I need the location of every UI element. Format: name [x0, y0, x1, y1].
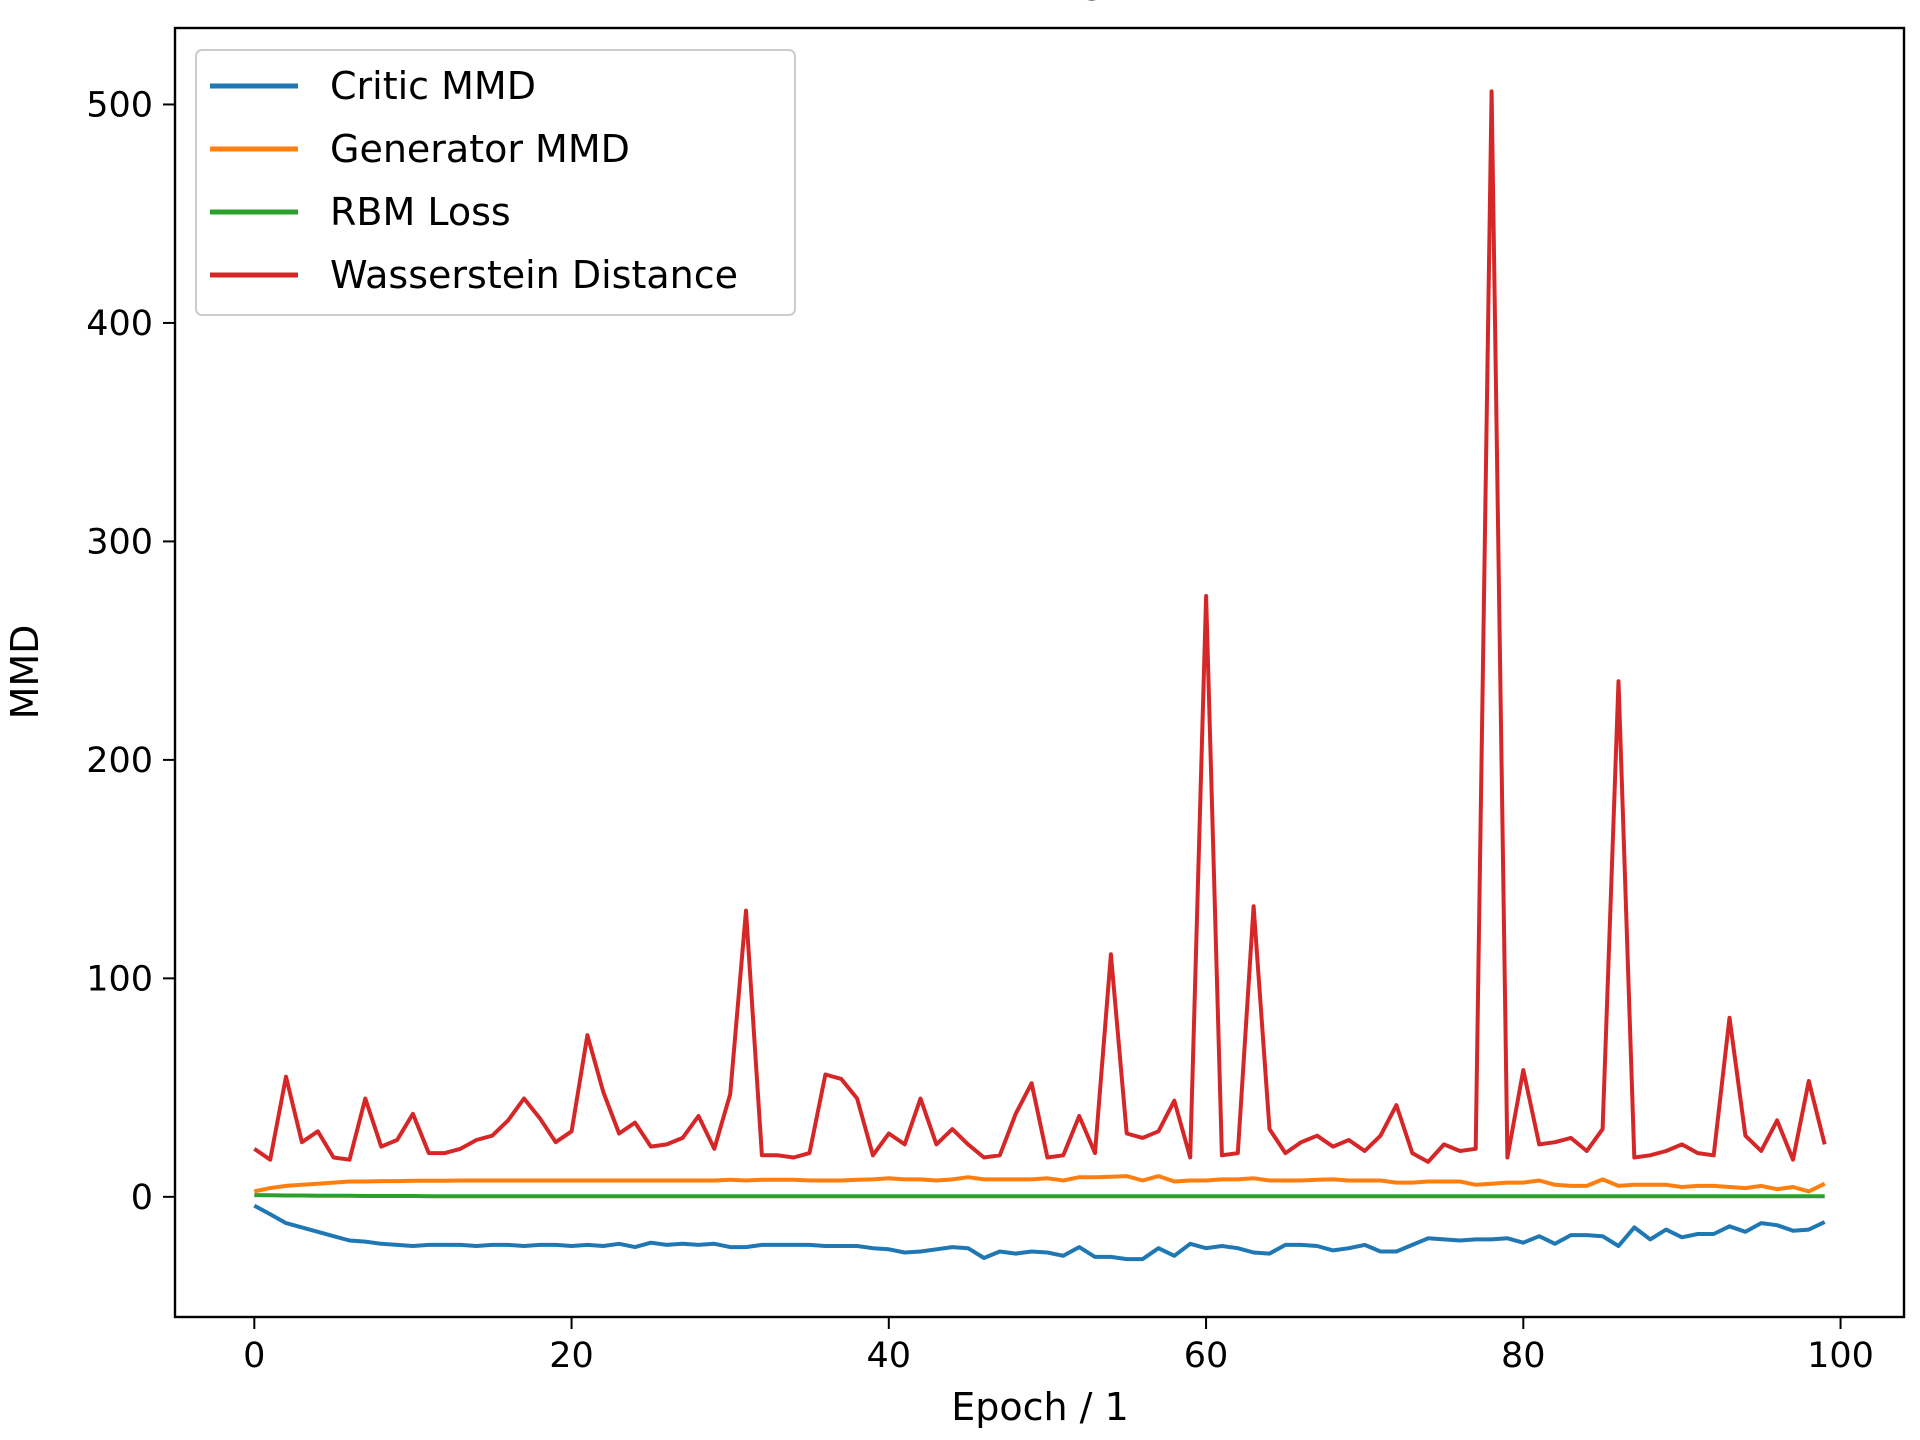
legend-label: Wasserstein Distance: [330, 253, 738, 297]
y-tick-label: 300: [86, 522, 153, 562]
plot-series-group: [253, 89, 1827, 1262]
legend-box: [195, 49, 796, 316]
plot-area-frame: [173, 26, 1906, 1319]
legend-label: RBM Loss: [330, 190, 511, 234]
y-axis-label: MMD: [3, 625, 47, 720]
series-line-rbm-loss: [254, 1193, 1825, 1199]
series-line-critic-mmd: [253, 1203, 1826, 1262]
series-line-wasserstein-distance: [253, 89, 1827, 1164]
legend-label: Critic MMD: [330, 64, 536, 108]
legend: Critic MMD Generator MMD RBM Loss Wasserste…: [195, 49, 796, 316]
x-tick-label: 20: [549, 1336, 594, 1376]
x-tick-label: 100: [1807, 1336, 1874, 1376]
series-line-generator-mmd: [253, 1174, 1826, 1194]
legend-label: Generator MMD: [330, 127, 630, 171]
x-tick-label: 80: [1501, 1336, 1546, 1376]
x-axis-ticks: 0 20 40 60 80 100: [243, 1317, 1874, 1376]
y-tick-label: 0: [131, 1178, 153, 1218]
y-tick-label: 500: [86, 85, 153, 125]
y-tick-label: 200: [86, 741, 153, 781]
y-tick-label: 400: [86, 304, 153, 344]
x-tick-label: 60: [1184, 1336, 1229, 1376]
y-axis-ticks: 0 100 200 300 400 500: [86, 85, 175, 1218]
chart-title: MMDs: [977, 0, 1104, 10]
y-tick-label: 100: [86, 959, 153, 999]
x-axis-label: Epoch / 1: [951, 1385, 1129, 1429]
x-tick-label: 40: [867, 1336, 912, 1376]
x-tick-label: 0: [243, 1336, 265, 1376]
